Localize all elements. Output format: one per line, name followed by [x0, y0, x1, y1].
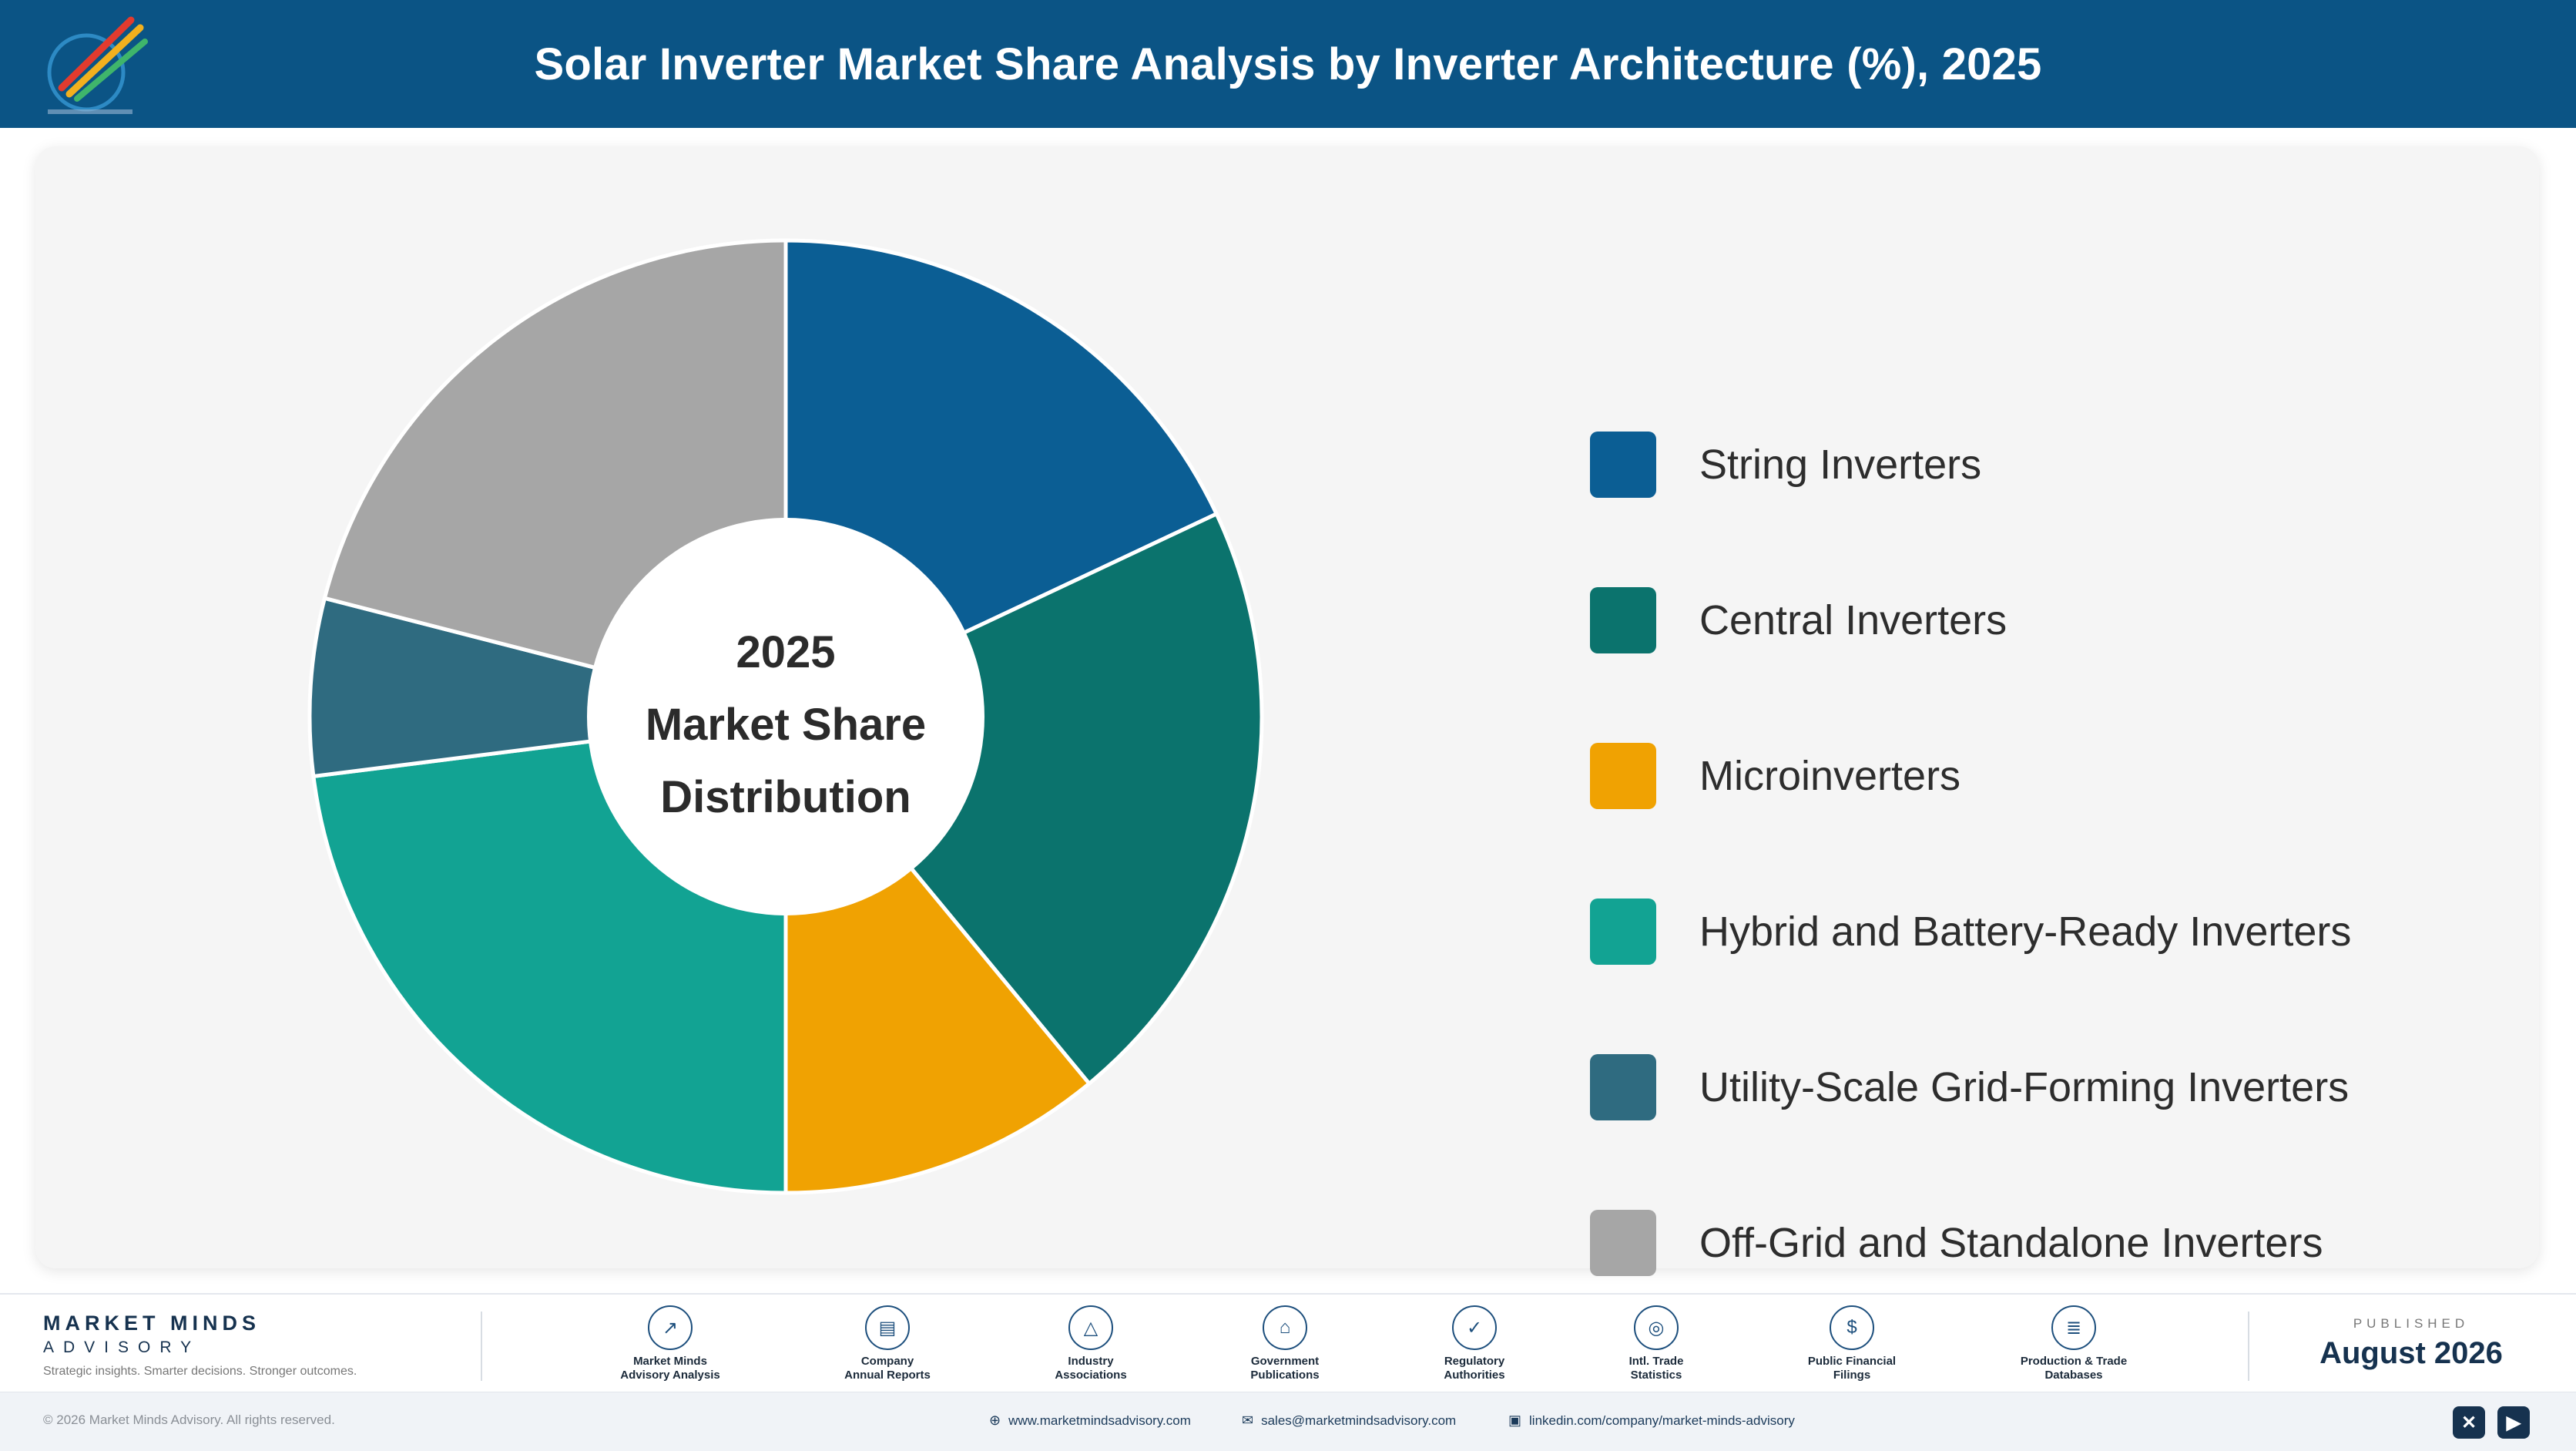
source-label: Market Minds Advisory Analysis: [620, 1355, 720, 1382]
legend-item-utility: Utility-Scale Grid-Forming Inverters: [1590, 1053, 2349, 1122]
email-link[interactable]: ✉ sales@marketmindsadvisory.com: [1242, 1412, 1456, 1429]
footer-divider: [481, 1312, 482, 1381]
legend-item-micro: Microinverters: [1590, 741, 1961, 811]
website-text: www.marketmindsadvisory.com: [1008, 1412, 1191, 1428]
footer: MARKET MINDS ADVISORY Strategic insights…: [0, 1293, 2576, 1393]
legend-label: Central Inverters: [1699, 597, 2007, 643]
footer-divider: [2248, 1312, 2249, 1381]
source-label: Regulatory Authorities: [1444, 1355, 1505, 1382]
center-label-line3: Distribution: [660, 772, 911, 822]
legend-label: Microinverters: [1699, 753, 1961, 799]
legend-swatch: [1590, 1054, 1656, 1120]
database-icon: ≣: [2051, 1305, 2096, 1350]
legend-label: Utility-Scale Grid-Forming Inverters: [1699, 1064, 2350, 1110]
legend-swatch: [1590, 1210, 1656, 1276]
legend-item-offgrid: Off-Grid and Standalone Inverters: [1590, 1208, 2323, 1278]
dollar-coin-icon: $: [1830, 1305, 1874, 1350]
legend-label: Hybrid and Battery-Ready Inverters: [1699, 909, 2352, 955]
video-social-button[interactable]: ▶: [2497, 1406, 2530, 1439]
source-trade-stats: ◎ Intl. Trade Statistics: [1579, 1305, 1733, 1382]
brand-tagline: Strategic insights. Smarter decisions. S…: [43, 1365, 357, 1378]
website-link[interactable]: ⊕ www.marketmindsadvisory.com: [989, 1412, 1191, 1429]
trend-chart-icon: ↗: [648, 1305, 693, 1350]
email-text: sales@marketmindsadvisory.com: [1261, 1412, 1457, 1428]
donut-chart: 2025 Market Share Distribution: [307, 238, 1264, 1195]
published-date: August 2026: [2319, 1336, 2503, 1370]
source-label: Intl. Trade Statistics: [1628, 1355, 1684, 1382]
network-icon: △: [1068, 1305, 1113, 1350]
source-label: Company Annual Reports: [844, 1355, 931, 1382]
legend-label: String Inverters: [1699, 442, 1982, 488]
source-label: Public Financial Filings: [1807, 1355, 1897, 1382]
brand-block: MARKET MINDS ADVISORY Strategic insights…: [43, 1312, 357, 1379]
chart-card: 2025 Market Share Distribution String In…: [35, 146, 2539, 1276]
globe-icon: ⊕: [989, 1412, 1001, 1428]
legend-item-string: String Inverters: [1590, 430, 1981, 499]
bottom-bar: © 2026 Market Minds Advisory. All rights…: [0, 1392, 2576, 1451]
pie-slice-central-inverters: [783, 511, 1264, 1087]
header-bar: Solar Inverter Market Share Analysis by …: [0, 0, 2576, 128]
brand-sub: ADVISORY: [43, 1338, 201, 1356]
shield-check-icon: ✓: [1452, 1305, 1497, 1350]
source-company-reports: ▤ Company Annual Reports: [810, 1305, 964, 1382]
source-industry-associations: △ Industry Associations: [1014, 1305, 1168, 1382]
legend-item-central: Central Inverters: [1590, 586, 2007, 655]
document-icon: ▤: [865, 1305, 910, 1350]
published-block: PUBLISHED August 2026: [2280, 1316, 2542, 1371]
legend-swatch: [1590, 743, 1656, 809]
globe-icon: ◎: [1634, 1305, 1679, 1350]
source-label: Production & Trade Databases: [2020, 1355, 2128, 1382]
copyright-text: © 2026 Market Minds Advisory. All rights…: [43, 1412, 335, 1427]
brand-name: MARKET MINDS: [43, 1312, 260, 1335]
source-financial-filings: $ Public Financial Filings: [1775, 1305, 1929, 1382]
source-label: Government Publications: [1250, 1355, 1320, 1382]
legend-label: Off-Grid and Standalone Inverters: [1699, 1220, 2323, 1266]
mail-icon: ✉: [1242, 1412, 1254, 1428]
source-government: ⌂ Government Publications: [1208, 1305, 1362, 1382]
center-label-year: 2025: [736, 627, 835, 677]
source-label: Industry Associations: [1055, 1355, 1127, 1382]
linkedin-link[interactable]: ▣ linkedin.com/company/market-minds-advi…: [1508, 1412, 1795, 1429]
legend-item-hybrid: Hybrid and Battery-Ready Inverters: [1590, 897, 2351, 966]
center-label-line2: Market Share: [646, 700, 926, 750]
source-regulatory: ✓ Regulatory Authorities: [1397, 1305, 1551, 1382]
linkedin-text: linkedin.com/company/market-minds-adviso…: [1529, 1412, 1795, 1428]
government-building-icon: ⌂: [1263, 1305, 1307, 1350]
legend-swatch: [1590, 432, 1656, 498]
donut-hole: [587, 518, 984, 915]
legend-swatch: [1590, 898, 1656, 965]
x-social-button[interactable]: ✕: [2453, 1406, 2485, 1439]
pie-slice-utility-scale-grid-forming-inverters: [307, 596, 787, 779]
linkedin-icon: ▣: [1508, 1412, 1522, 1428]
page-title: Solar Inverter Market Share Analysis by …: [534, 39, 2042, 89]
source-market-minds: ↗ Market Minds Advisory Analysis: [593, 1305, 747, 1382]
published-label: PUBLISHED: [2353, 1316, 2470, 1331]
source-production-databases: ≣ Production & Trade Databases: [1997, 1305, 2151, 1382]
rocket-logo-icon: [47, 16, 148, 114]
legend-swatch: [1590, 587, 1656, 653]
